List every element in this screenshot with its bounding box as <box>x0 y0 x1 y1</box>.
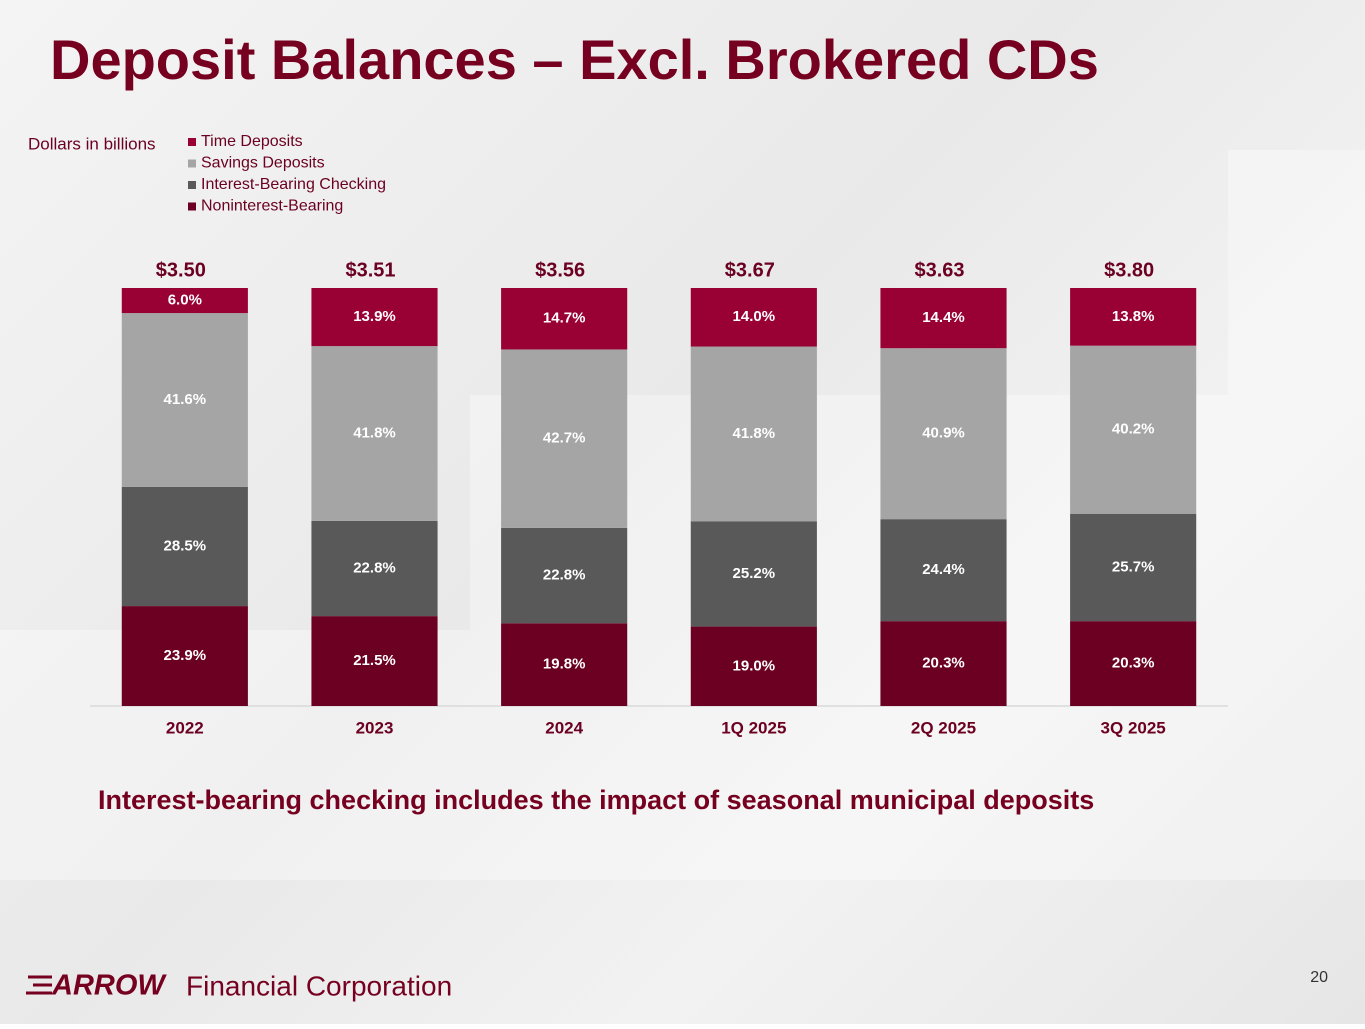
bar-segment <box>1070 513 1197 622</box>
value-label: 14.0% <box>733 308 776 325</box>
legend-label: Savings Deposits <box>201 155 325 172</box>
x-tick-label: 2024 <box>545 718 583 737</box>
value-label: 25.7% <box>1112 558 1155 575</box>
total-label: $3.67 <box>725 259 775 281</box>
bar-segment <box>311 616 438 706</box>
bar-segment <box>501 527 628 624</box>
bar-segment <box>501 288 628 350</box>
total-label: $3.63 <box>914 259 964 281</box>
bar-segment <box>311 520 438 617</box>
value-label: 6.0% <box>168 292 202 309</box>
bar-segment <box>690 346 817 522</box>
value-label: 21.5% <box>353 652 396 669</box>
value-label: 19.8% <box>543 656 586 673</box>
value-label: 20.3% <box>922 655 965 672</box>
value-label: 19.0% <box>733 657 776 674</box>
bar-segment <box>121 313 248 487</box>
bar-segment <box>690 288 817 347</box>
total-label: $3.80 <box>1104 259 1154 281</box>
bar-segment <box>1070 288 1197 346</box>
bar-segment <box>501 349 628 528</box>
value-label: 40.9% <box>922 425 965 442</box>
legend-swatch <box>188 138 196 146</box>
annotation: Interest-bearing checking includes the i… <box>98 785 1094 815</box>
bar-segment <box>311 288 438 347</box>
bar-segment <box>690 626 817 706</box>
total-label: $3.56 <box>535 259 585 281</box>
x-tick-label: 2023 <box>356 718 394 737</box>
bar-segment <box>690 521 817 627</box>
bar-segment <box>121 486 248 607</box>
chart-title: Deposit Balances – Excl. Brokered CDs <box>50 28 1099 91</box>
value-label: 24.4% <box>922 561 965 578</box>
legend-swatch <box>188 202 196 211</box>
bar-segment <box>311 346 438 521</box>
x-tick-label: 3Q 2025 <box>1101 718 1166 737</box>
logo-mark: ARROW <box>51 970 167 1002</box>
value-label: 28.5% <box>164 538 207 555</box>
value-label: 20.3% <box>1112 655 1155 672</box>
page-number: 20 <box>1310 969 1328 986</box>
bar-segment <box>880 288 1007 349</box>
value-label: 22.8% <box>353 559 396 576</box>
legend-swatch <box>188 159 196 168</box>
legend-label: Noninterest-Bearing <box>201 198 343 215</box>
bar-segment <box>121 288 248 314</box>
bar-segment <box>1070 345 1197 514</box>
value-label: 13.8% <box>1112 308 1155 325</box>
value-label: 41.6% <box>164 391 207 408</box>
total-label: $3.50 <box>156 259 206 281</box>
value-label: 22.8% <box>543 567 586 584</box>
total-label: $3.51 <box>345 259 395 281</box>
bar-segment <box>880 621 1007 706</box>
value-label: 14.4% <box>922 309 965 326</box>
legend-label: Interest-Bearing Checking <box>201 176 386 193</box>
value-label: 40.2% <box>1112 421 1155 438</box>
bar-segment <box>1070 621 1197 706</box>
bar-segment <box>880 519 1007 622</box>
units-note: Dollars in billions <box>28 134 156 153</box>
value-label: 42.7% <box>543 430 586 447</box>
value-label: 14.7% <box>543 310 586 327</box>
value-label: 41.8% <box>733 425 776 442</box>
x-tick-label: 2022 <box>166 718 204 737</box>
bar-segment <box>121 606 248 706</box>
logo: ARROW Financial Corporation <box>26 970 452 1002</box>
logo-text: Financial Corporation <box>186 970 452 1001</box>
x-tick-label: 1Q 2025 <box>721 718 786 737</box>
legend-swatch <box>188 181 196 189</box>
value-label: 41.8% <box>353 424 396 441</box>
value-label: 13.9% <box>353 308 396 325</box>
x-tick-label: 2Q 2025 <box>911 718 976 737</box>
value-label: 25.2% <box>733 565 776 582</box>
bar-segment <box>880 348 1007 520</box>
value-label: 23.9% <box>164 647 207 664</box>
legend-label: Time Deposits <box>201 133 303 150</box>
bar-segment <box>501 623 628 706</box>
